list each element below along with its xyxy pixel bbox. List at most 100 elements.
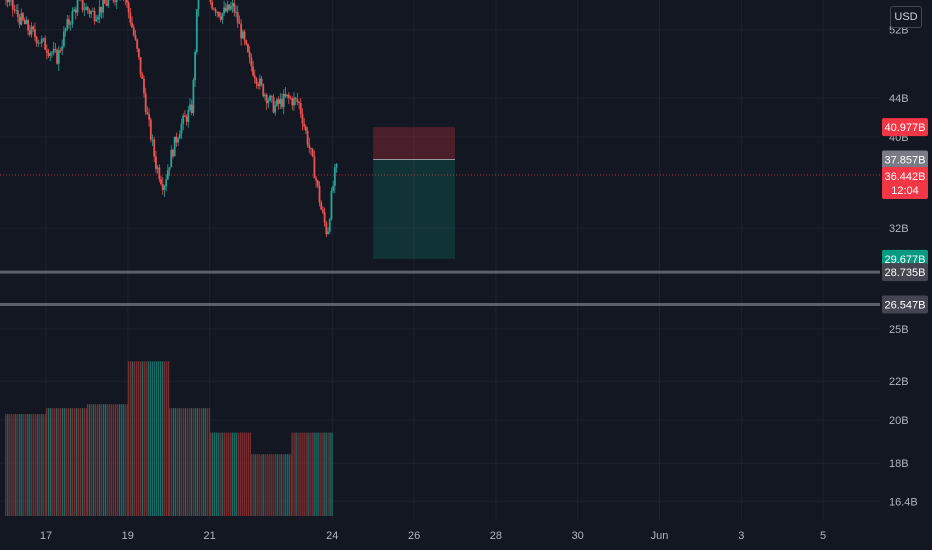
candle-body (32, 26, 35, 30)
volume-bar (62, 408, 64, 516)
volume-bar (204, 408, 207, 516)
volume-bar (94, 404, 97, 516)
volume-bar (172, 408, 175, 516)
candle-body (228, 4, 231, 10)
candle-body (279, 98, 282, 104)
volume-bar (58, 408, 60, 516)
candle-body (322, 209, 324, 213)
price-tick-label: 44B (889, 93, 909, 105)
candle-body (166, 170, 169, 180)
candle-body (318, 185, 321, 203)
candle-body (13, 9, 16, 11)
volume-bar (278, 454, 280, 516)
volume-bar (317, 432, 319, 516)
volume-bar (135, 361, 138, 516)
volume-bar (15, 414, 17, 516)
time-axis[interactable]: 17 19 21 24 26 28 30 Jun 3 5 (40, 530, 826, 542)
volume-bar (192, 408, 195, 516)
candle-body (330, 190, 333, 220)
candle-body (224, 7, 227, 12)
price-label-text: 37.857B (885, 154, 926, 166)
volume-bar (176, 408, 179, 516)
volume-bar (161, 361, 164, 516)
candle-body (61, 46, 64, 51)
volume-bar (301, 432, 303, 516)
volume-bar (25, 414, 27, 516)
volume-bar (227, 432, 229, 516)
candle-body (308, 144, 311, 148)
volume-bar (52, 408, 54, 516)
candle-body (325, 222, 328, 235)
candle-body (90, 11, 93, 14)
stop-loss-zone[interactable] (373, 127, 455, 160)
time-tick-label: 28 (490, 530, 502, 542)
volume-bar (167, 361, 170, 516)
price-label-text: 29.677B (885, 254, 926, 266)
candle-body (332, 186, 335, 191)
volume-bar (178, 408, 181, 516)
candle-body (6, 0, 9, 3)
volume-bar (110, 404, 113, 516)
candle-body (73, 9, 76, 12)
volume-bar (311, 432, 313, 516)
price-label-text: 28.735B (885, 267, 926, 279)
candle-body (45, 49, 48, 53)
candle-body (44, 38, 47, 50)
take-profit-zone[interactable] (373, 159, 455, 259)
volume-bar (108, 404, 111, 516)
candle-body (194, 52, 197, 81)
volume-bar (309, 432, 311, 516)
volume-bar (86, 408, 88, 516)
volume-bar (33, 414, 35, 516)
candle-body (192, 80, 195, 114)
short-position-tool[interactable] (373, 127, 455, 259)
volume-bar (155, 361, 158, 516)
time-tick-label: 5 (820, 530, 826, 542)
candle-body (88, 10, 91, 14)
candle-body (293, 97, 295, 106)
candle-body (39, 42, 41, 44)
volume-bar (258, 454, 260, 516)
candle-body (54, 48, 57, 50)
candle-body (231, 3, 234, 7)
currency-button[interactable]: USD (890, 6, 922, 28)
candle-body (127, 2, 130, 13)
volume-bar (159, 361, 162, 516)
volume-bar (129, 361, 132, 516)
volume-bar (11, 414, 13, 516)
candle-body (20, 13, 23, 25)
candle-body (172, 149, 174, 157)
candle-body (287, 94, 290, 98)
volume-bar (303, 432, 305, 516)
horizontal-levels[interactable] (0, 174, 880, 306)
volume-bar (241, 432, 243, 516)
candle-body (93, 11, 96, 22)
candle-body (248, 52, 251, 58)
candle-body (218, 12, 220, 17)
candle-body (27, 20, 30, 31)
candle-body (126, 0, 128, 3)
candle-body (158, 167, 161, 180)
volume-bar (31, 414, 33, 516)
volume-bar (86, 404, 89, 516)
volume-bar (21, 414, 23, 516)
volume-bar (194, 408, 197, 516)
candle-body (15, 10, 18, 12)
volume-bar (41, 414, 43, 516)
volume-bar (114, 404, 117, 516)
volume-bar (331, 432, 333, 516)
candle-body (91, 11, 94, 12)
candle-body (143, 78, 145, 94)
candle-body (272, 97, 275, 113)
price-tick-label: 18B (889, 458, 909, 470)
volume-bar (299, 432, 301, 516)
candle-body (59, 50, 62, 51)
candle-body (115, 0, 118, 2)
candle-body (170, 149, 173, 168)
candle-body (306, 130, 309, 145)
volume-bar (284, 454, 286, 516)
volume-bar (29, 414, 31, 516)
candle-body (173, 136, 176, 157)
candle-body (216, 12, 219, 13)
